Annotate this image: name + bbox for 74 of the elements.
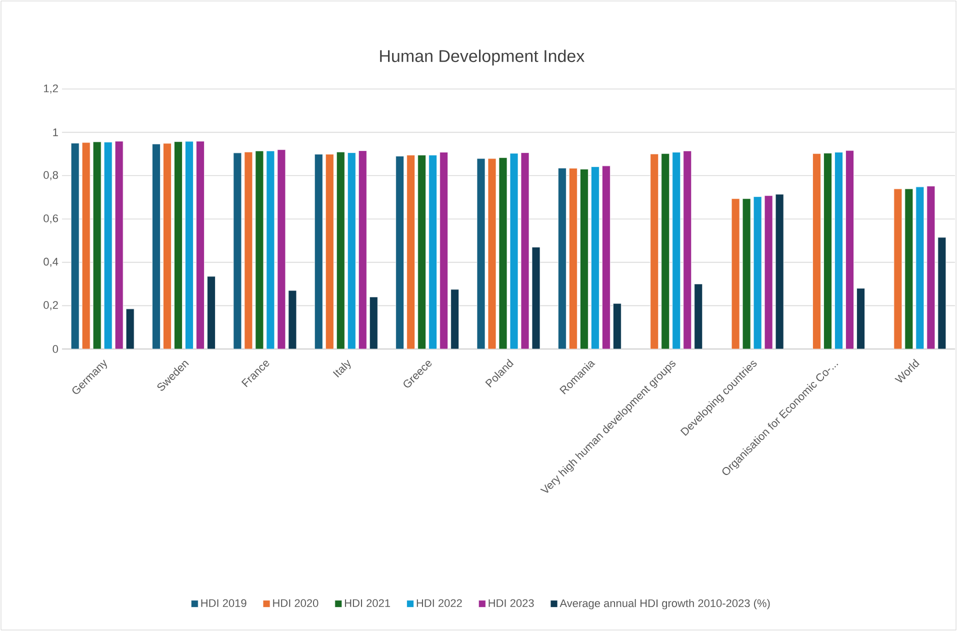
bar xyxy=(244,152,253,349)
legend-label: Average annual HDI growth 2010-2023 (%) xyxy=(560,599,770,610)
bar xyxy=(672,152,681,349)
bar xyxy=(764,195,773,349)
bar xyxy=(568,168,578,349)
bar xyxy=(753,196,762,349)
legend-label: HDI 2023 xyxy=(488,599,534,607)
y-tick-label: 0,6 xyxy=(44,214,58,224)
bar xyxy=(114,141,124,349)
bar xyxy=(926,186,936,349)
bar xyxy=(894,188,902,349)
bar xyxy=(602,166,610,349)
y-tick-label: 0 xyxy=(52,345,58,353)
bar xyxy=(450,289,460,349)
bar xyxy=(590,166,600,349)
bar xyxy=(196,141,204,349)
bar xyxy=(532,246,540,349)
bar xyxy=(916,186,924,349)
bar xyxy=(207,276,216,349)
y-tick-label: 0,4 xyxy=(44,258,58,267)
y-tick-label: 0,8 xyxy=(44,171,58,180)
bar xyxy=(476,158,486,349)
bar xyxy=(731,198,740,349)
bar xyxy=(650,154,659,349)
bar xyxy=(233,152,242,349)
bar xyxy=(488,158,496,349)
x-tick-label: Italy xyxy=(332,360,351,378)
bar xyxy=(834,152,843,349)
bar xyxy=(520,152,530,349)
bar xyxy=(314,154,323,349)
bar xyxy=(347,152,356,349)
legend-label: HDI 2022 xyxy=(416,599,462,607)
bar xyxy=(70,142,80,349)
bar xyxy=(288,290,297,349)
bar xyxy=(856,288,865,349)
y-tick-label: 0,2 xyxy=(44,301,58,310)
y-tick-label: 1,2 xyxy=(44,84,58,94)
bar xyxy=(694,284,703,349)
bar xyxy=(846,150,854,349)
bar xyxy=(369,296,378,349)
bar xyxy=(325,154,334,349)
bar xyxy=(440,152,448,349)
bar xyxy=(82,142,90,349)
bar xyxy=(185,141,194,349)
bar xyxy=(428,154,438,349)
bar xyxy=(396,156,404,349)
bar xyxy=(775,194,784,349)
bar xyxy=(580,168,588,349)
bar xyxy=(163,143,172,349)
y-tick-label: 1 xyxy=(53,128,58,136)
bar xyxy=(406,154,416,349)
bar xyxy=(683,150,692,349)
legend-label: HDI 2019 xyxy=(201,599,246,607)
bar xyxy=(104,142,112,349)
bar xyxy=(92,142,102,349)
bar xyxy=(612,303,622,349)
bar xyxy=(661,153,670,349)
bar xyxy=(510,153,518,349)
bar xyxy=(904,188,914,349)
bar xyxy=(824,152,832,349)
bar xyxy=(152,144,160,349)
legend-label: HDI 2021 xyxy=(345,599,390,607)
bar xyxy=(126,308,134,349)
bar xyxy=(418,154,426,349)
bar xyxy=(266,150,275,349)
bar xyxy=(336,152,345,349)
bar xyxy=(938,237,946,349)
legend-label: HDI 2020 xyxy=(273,599,318,607)
bar xyxy=(358,150,367,349)
chart-title: Human Development Index xyxy=(380,50,584,66)
bar xyxy=(558,168,566,349)
bar xyxy=(277,149,286,349)
bar xyxy=(812,153,821,349)
bar xyxy=(174,141,182,349)
